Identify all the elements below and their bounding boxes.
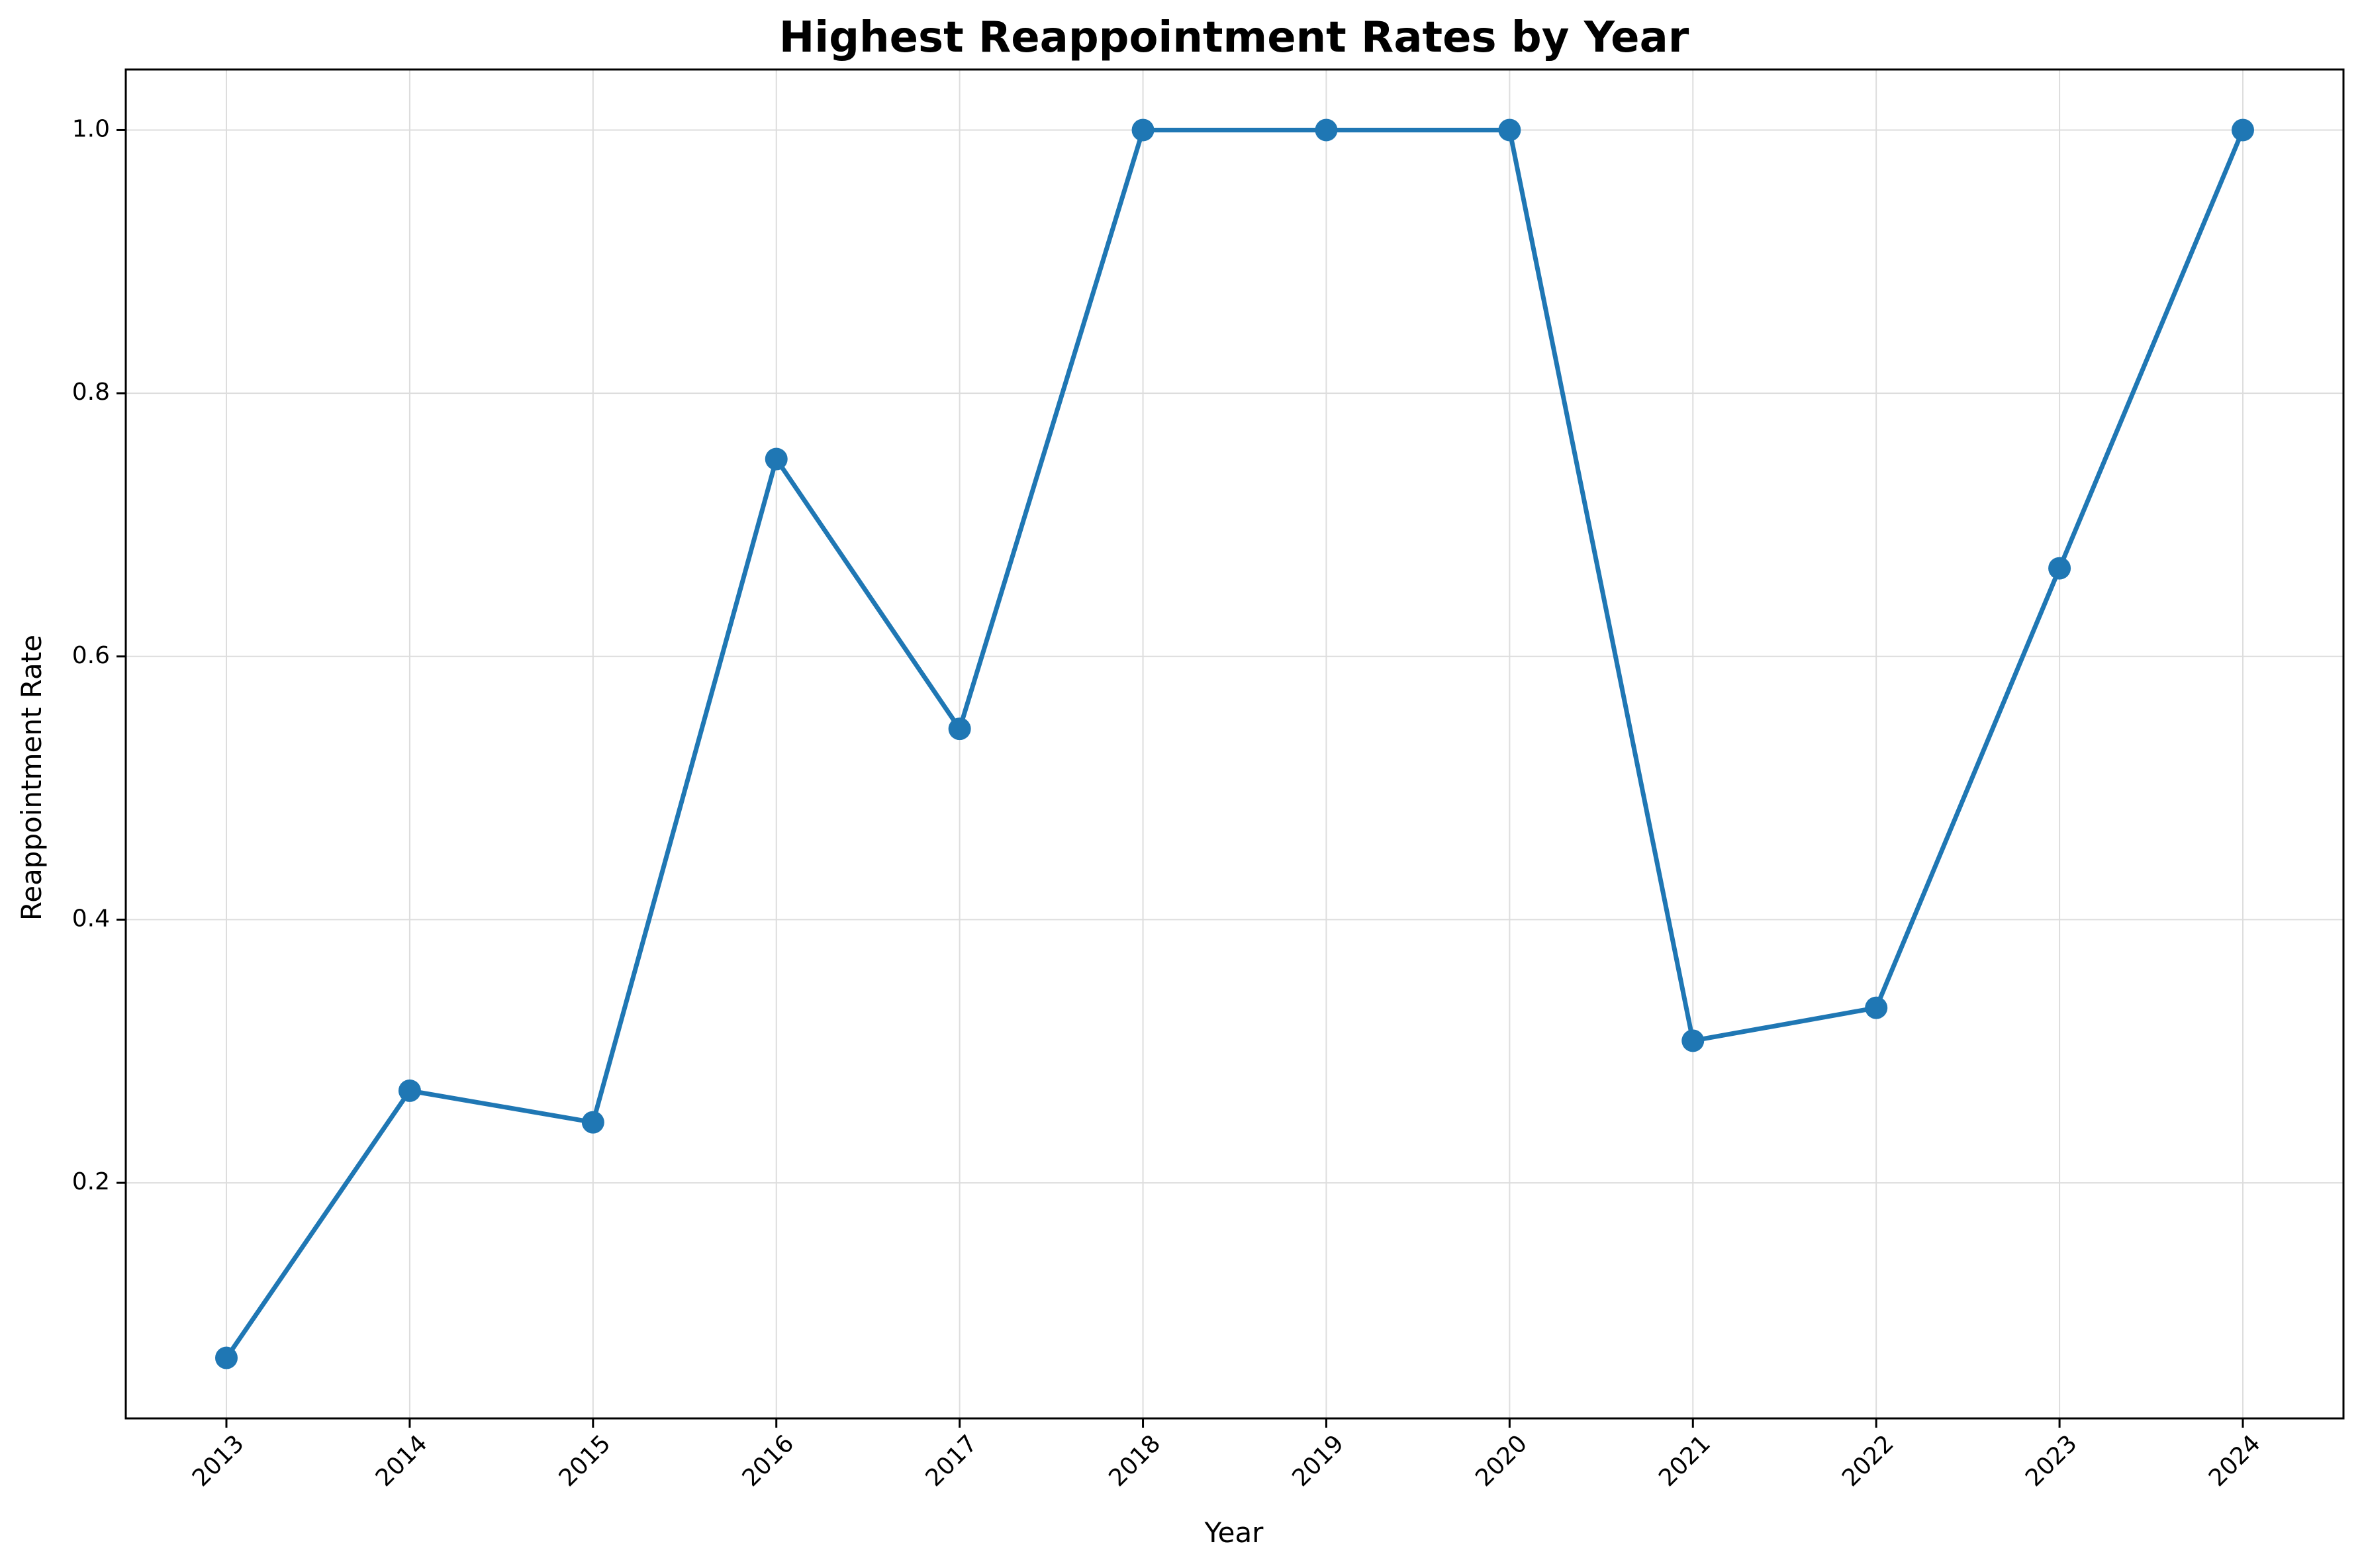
x-axis-label: Year <box>1204 1516 1264 1549</box>
y-tick-label-1.0: 1.0 <box>72 115 110 142</box>
data-point-2017 <box>948 717 971 741</box>
series-layer <box>215 118 2254 1369</box>
y-axis-label: Reappointment Rate <box>15 635 48 921</box>
data-point-2015 <box>581 1111 604 1134</box>
data-point-2022 <box>1865 996 1888 1019</box>
y-tick-label-0.4: 0.4 <box>72 905 110 932</box>
data-point-2014 <box>398 1079 421 1102</box>
data-point-2020 <box>1498 118 1521 142</box>
data-point-2023 <box>2048 557 2071 580</box>
y-tick-label-0.2: 0.2 <box>72 1168 110 1195</box>
data-point-2019 <box>1315 118 1338 142</box>
chart-title: Highest Reappointment Rates by Year <box>779 13 1689 62</box>
data-point-2018 <box>1131 118 1155 142</box>
data-point-2016 <box>765 447 788 471</box>
y-tick-label-0.6: 0.6 <box>72 642 110 669</box>
series-line <box>224 127 2245 1361</box>
data-point-2013 <box>215 1346 238 1369</box>
y-tick-label-0.8: 0.8 <box>72 379 110 406</box>
data-point-2024 <box>2232 118 2254 142</box>
axes-layer <box>124 68 2345 1420</box>
plot-frame <box>124 68 2345 1420</box>
data-point-2021 <box>1681 1029 1705 1052</box>
